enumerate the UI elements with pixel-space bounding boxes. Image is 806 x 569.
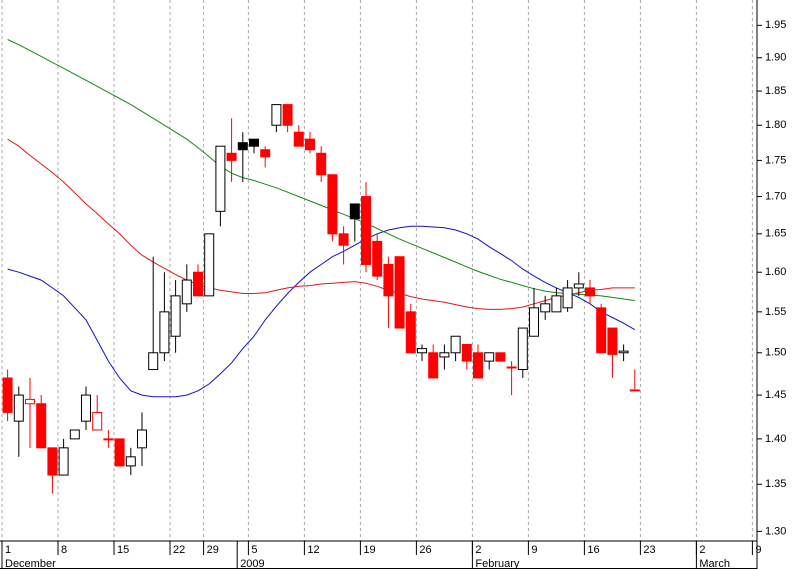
candle-body bbox=[484, 352, 495, 362]
candle-body bbox=[58, 447, 69, 476]
candle-body bbox=[316, 152, 327, 176]
y-tick-label: 1.85 bbox=[765, 85, 786, 97]
line bbox=[7, 39, 635, 302]
candle-body bbox=[137, 429, 147, 449]
y-tick-label: 1.65 bbox=[765, 228, 786, 240]
x-tick-label: 22 bbox=[173, 544, 185, 556]
candle-body bbox=[338, 233, 349, 246]
candle-body bbox=[473, 352, 483, 379]
x-tick-label: 9 bbox=[531, 544, 537, 556]
y-tick-label: 1.55 bbox=[765, 306, 786, 318]
candle-body bbox=[148, 352, 159, 371]
candle-body bbox=[260, 149, 271, 158]
candle-body bbox=[361, 196, 371, 265]
candle-body bbox=[417, 348, 427, 354]
month-label: February bbox=[475, 558, 520, 569]
candle-body bbox=[551, 295, 562, 313]
y-tick-label: 1.30 bbox=[765, 525, 786, 537]
candle-body bbox=[573, 283, 584, 289]
candle-body bbox=[596, 307, 607, 354]
candle-body bbox=[327, 174, 338, 235]
x-tick-label: 12 bbox=[307, 544, 319, 556]
candle-body bbox=[36, 403, 47, 449]
candle-body bbox=[204, 233, 215, 297]
candle-body bbox=[305, 138, 315, 151]
candle-body bbox=[394, 256, 405, 329]
x-tick-label: 26 bbox=[419, 544, 431, 556]
y-tick-label: 1.95 bbox=[765, 19, 786, 31]
x-tick-label: 5 bbox=[251, 544, 257, 556]
candle-body bbox=[25, 398, 35, 405]
candle-body bbox=[529, 307, 539, 337]
candle-body bbox=[450, 335, 461, 354]
y-tick-label: 1.90 bbox=[765, 52, 786, 64]
candle-body bbox=[506, 366, 517, 369]
x-tick-label: 16 bbox=[587, 544, 599, 556]
line bbox=[7, 138, 635, 310]
candle-body bbox=[215, 145, 226, 212]
candle-body bbox=[495, 352, 506, 362]
y-tick-label: 1.75 bbox=[765, 154, 786, 166]
candle-body bbox=[47, 447, 58, 476]
candle-body bbox=[226, 152, 237, 161]
x-tick-label: 2 bbox=[699, 544, 705, 556]
candle-body bbox=[439, 352, 450, 358]
candle-body bbox=[372, 240, 383, 277]
candle-body bbox=[293, 131, 304, 147]
candle-body bbox=[271, 104, 282, 126]
candle-body bbox=[349, 203, 360, 220]
candle-body bbox=[517, 327, 528, 371]
candle-body bbox=[170, 295, 181, 337]
candle-body bbox=[181, 279, 192, 305]
candle-body bbox=[540, 303, 551, 313]
candle-body bbox=[114, 438, 125, 467]
x-tick-label: 29 bbox=[207, 544, 219, 556]
candle-body bbox=[618, 350, 629, 354]
x-tick-label: 19 bbox=[363, 544, 375, 556]
y-tick-label: 1.35 bbox=[765, 478, 786, 490]
y-tick-label: 1.40 bbox=[765, 433, 786, 445]
candle-body bbox=[159, 311, 170, 354]
candle-body bbox=[69, 429, 80, 440]
candle-body bbox=[92, 411, 103, 431]
x-tick-label: 8 bbox=[61, 544, 67, 556]
candle-body bbox=[2, 377, 13, 413]
candle-body bbox=[461, 343, 472, 362]
candle-body bbox=[81, 394, 91, 422]
x-tick-label: 15 bbox=[117, 544, 129, 556]
candle-body bbox=[562, 287, 573, 309]
candle-body bbox=[282, 104, 293, 126]
candle-body bbox=[629, 389, 640, 392]
candle-body bbox=[249, 138, 259, 147]
y-tick-label: 1.70 bbox=[765, 190, 786, 202]
month-label: March bbox=[699, 558, 730, 569]
candle-body bbox=[383, 263, 394, 297]
x-tick-label: 2 bbox=[475, 544, 481, 556]
y-tick-label: 1.80 bbox=[765, 119, 786, 131]
x-tick-label: 23 bbox=[643, 544, 655, 556]
candle-body bbox=[13, 394, 24, 422]
x-tick-label: 1 bbox=[5, 544, 11, 556]
candle-body bbox=[405, 311, 416, 354]
candle-body bbox=[585, 287, 595, 297]
month-label: 2009 bbox=[240, 558, 264, 569]
y-tick-label: 1.50 bbox=[765, 347, 786, 359]
month-label: December bbox=[5, 558, 56, 569]
candle-body bbox=[125, 456, 136, 467]
candle-body bbox=[237, 142, 248, 151]
candle-body bbox=[193, 271, 203, 297]
candle-body bbox=[103, 438, 114, 441]
candle-body bbox=[607, 327, 618, 355]
line bbox=[7, 225, 636, 398]
y-tick-label: 1.60 bbox=[765, 266, 786, 278]
x-tick-label: 9 bbox=[755, 544, 761, 556]
y-tick-label: 1.45 bbox=[765, 389, 786, 401]
candle-body bbox=[428, 352, 439, 379]
